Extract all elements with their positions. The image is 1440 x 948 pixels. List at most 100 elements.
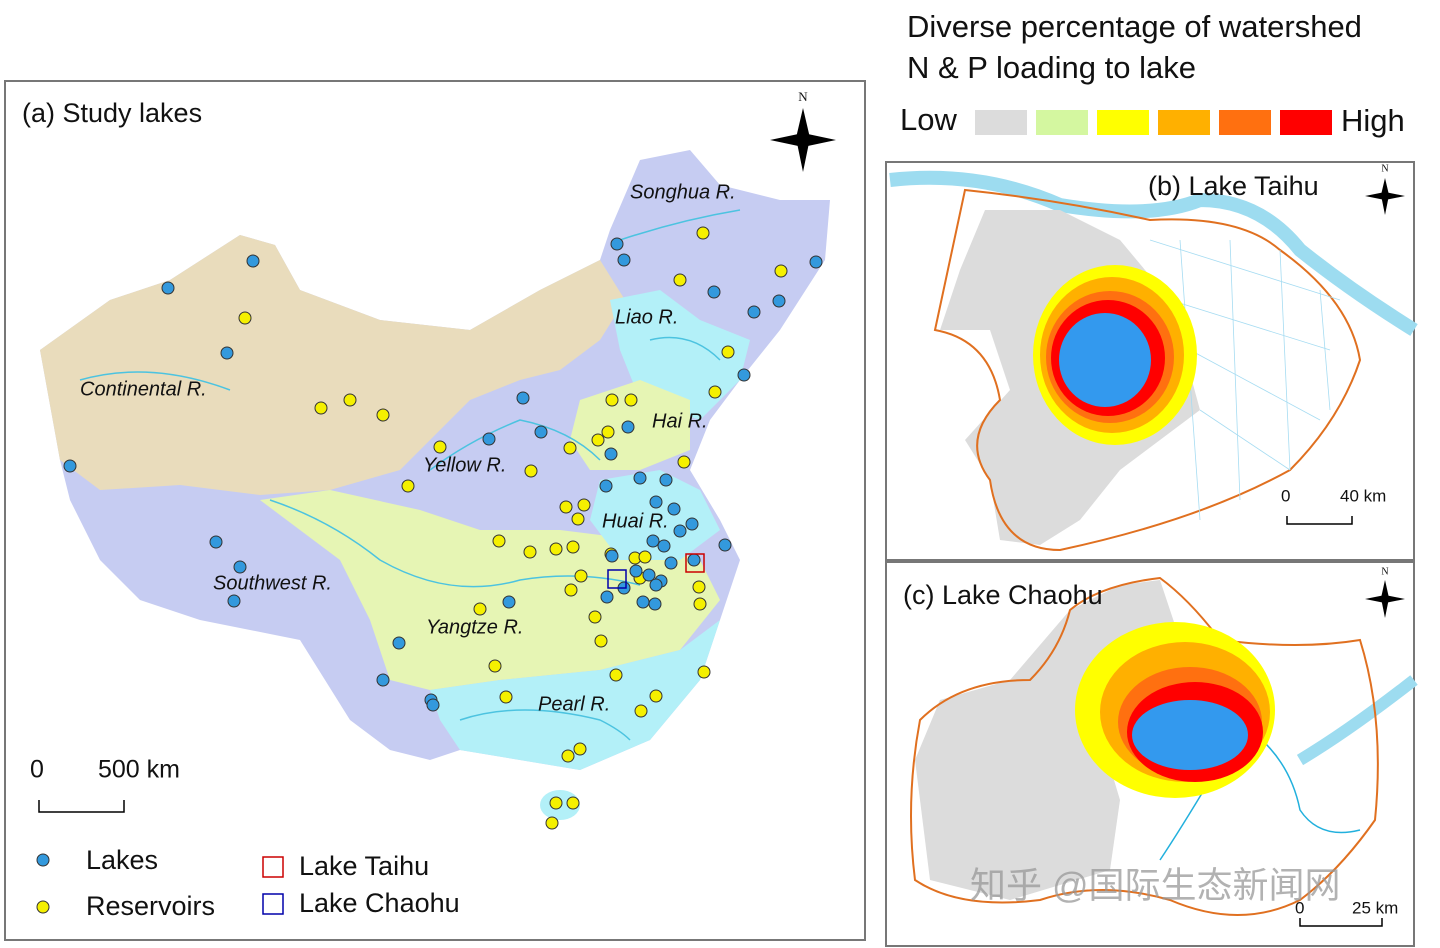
legend-swatch [975,110,1027,135]
legend-low: Low [900,102,957,137]
basin [40,235,625,495]
north-arrow: N [1365,163,1405,215]
scale-bar [1286,516,1353,525]
lake-site [392,636,406,650]
legend-swatch [1280,110,1332,135]
taihu-box [685,553,705,573]
lake-site [642,568,656,582]
reservoir-site [573,742,587,756]
north-arrow: N [770,89,836,172]
reservoir-site [238,311,252,325]
reservoir-site [708,385,722,399]
legend-lake-symbol [36,853,50,867]
legend-swatch [1158,110,1210,135]
legend-taihu: Lake Taihu [299,851,429,881]
reservoir-site [401,479,415,493]
reservoir-site [638,550,652,564]
lake-site [687,553,701,567]
reservoir-site [692,580,706,594]
reservoir-site [588,610,602,624]
reservoir-site [594,634,608,648]
reservoir-site [774,264,788,278]
lake-site [482,432,496,446]
panel-title: (c) Lake Chaohu [903,580,1103,610]
lake-site [617,253,631,267]
scale-zero: 0 [1295,898,1304,917]
reservoir-site [376,408,390,422]
lake-site [667,502,681,516]
scale-length: 500 km [98,756,180,784]
river-label: Yangtze R. [426,616,523,638]
watermark: 知乎 @国际生态新闻网 [970,865,1341,906]
lake-site [646,534,660,548]
lake-site [376,673,390,687]
reservoir-site [563,441,577,455]
river-label: Hai R. [652,410,708,432]
lake-site [707,285,721,299]
lake-site [161,281,175,295]
legend-chaohu: Lake Chaohu [299,888,460,918]
scale-zero: 0 [1281,486,1290,505]
lake-site [534,425,548,439]
river-label: Liao R. [615,306,678,328]
legend-swatch [1219,110,1271,135]
river-label: Huai R. [602,510,669,532]
river-label: Songhua R. [630,181,736,203]
reservoir-site [343,393,357,407]
river-label: Pearl R. [538,693,610,715]
legend-title: Diverse percentage of watershed [907,9,1362,44]
watershed-outline [933,188,1362,552]
panel-title: (b) Lake Taihu [1148,171,1319,201]
lake-site [664,556,678,570]
lake-site [610,237,624,251]
reservoir-site [473,602,487,616]
lake-site [747,305,761,319]
reservoir-site [577,498,591,512]
reservoir-site [609,668,623,682]
legend-reservoir-symbol [36,900,50,914]
lake-site [659,473,673,487]
panel-title: (a) Study lakes [22,98,202,128]
basin [590,470,720,560]
reservoir-site [566,540,580,554]
lake-site [657,539,671,553]
lake-site [516,391,530,405]
reservoir-site [673,273,687,287]
reservoir-site [566,796,580,810]
reservoir-site [314,401,328,415]
lake-site [220,346,234,360]
reservoir-site [721,345,735,359]
lake-site [209,535,223,549]
legend-swatches [975,110,1332,135]
reservoir-site [492,534,506,548]
reservoir-site [696,226,710,240]
reservoir-site [524,464,538,478]
reservoir-site [549,796,563,810]
reservoir-site [523,545,537,559]
basin [430,620,720,770]
reservoir-site [559,500,573,514]
lake [1132,700,1248,770]
legend-reservoirs: Reservoirs [86,891,215,921]
reservoir-site [545,816,559,830]
scale-length: 40 km [1340,486,1386,505]
reservoir-site [488,659,502,673]
lake-site [629,564,643,578]
chaohu-box [607,569,627,589]
river [1296,675,1418,766]
reservoir-site [499,690,513,704]
legend-swatch [1036,110,1088,135]
reservoir-site [601,425,615,439]
lake-site [604,447,618,461]
lake-site [673,524,687,538]
lake-site [600,590,614,604]
lake-site [649,578,663,592]
legend-swatch [1097,110,1149,135]
legend-chaohu-symbol [262,893,284,915]
lake-site [605,549,619,563]
reservoir-site [561,749,575,763]
lake-site [621,420,635,434]
scale-bar [38,800,125,813]
